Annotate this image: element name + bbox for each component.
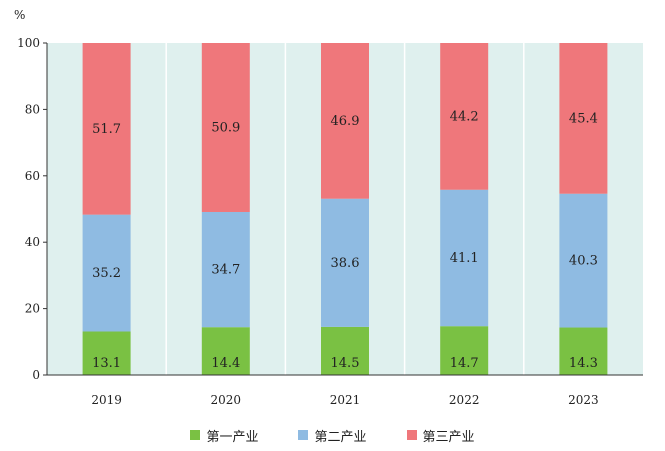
legend-label: 第三产业: [422, 429, 475, 445]
data-label: 34.7: [211, 263, 240, 278]
x-tick-label: 2020: [211, 393, 242, 407]
bar-segment-2020-series-1: [201, 211, 250, 328]
bar-segment-2022-series-2: [440, 43, 489, 190]
legend-swatch: [406, 430, 417, 440]
legend-label: 第二产业: [314, 429, 367, 445]
y-tick-label: 60: [25, 169, 40, 183]
legend-item-tertiary-industry: 第三产业: [406, 425, 475, 445]
bar-segment-2022-series-0: [440, 326, 489, 375]
data-label: 45.4: [569, 111, 598, 126]
data-label: 35.2: [92, 266, 121, 281]
bar-segment-2019-series-1: [82, 214, 131, 332]
data-label: 38.6: [331, 256, 360, 271]
y-tick-label: 40: [25, 235, 40, 249]
legend-item-secondary-industry: 第二产业: [298, 425, 367, 445]
data-label: 13.1: [92, 356, 121, 371]
bar-segment-2021-series-2: [321, 43, 369, 199]
bar-segment-2023-series-2: [559, 43, 608, 194]
x-tick-label: 2019: [91, 393, 122, 407]
data-label: 51.7: [92, 122, 121, 137]
data-label: 14.4: [211, 356, 240, 371]
data-label: 40.3: [569, 254, 598, 269]
bar-segment-2019-series-0: [82, 331, 131, 375]
y-tick-label: 80: [25, 102, 40, 116]
legend-swatch: [298, 430, 309, 440]
x-tick-label: 2022: [449, 393, 480, 407]
legend-swatch: [190, 430, 201, 440]
bar-segment-2023-series-0: [559, 327, 608, 375]
y-tick-label: 0: [32, 368, 40, 382]
data-label: 44.2: [450, 109, 479, 124]
bar-segment-2021-series-0: [321, 326, 369, 375]
x-tick-label: 2021: [330, 393, 361, 407]
bar-segment-2020-series-0: [201, 327, 250, 375]
data-label: 14.5: [331, 356, 360, 371]
legend: 第一产业 第二产业 第三产业: [0, 425, 665, 445]
bar-segment-2020-series-2: [201, 43, 250, 212]
bar-segment-2022-series-1: [440, 189, 489, 327]
y-tick-label: 20: [25, 302, 40, 316]
data-label: 46.9: [331, 114, 360, 129]
x-tick-label: 2023: [568, 393, 599, 407]
data-label: 41.1: [450, 251, 479, 266]
data-label: 14.3: [569, 356, 598, 371]
bar-segment-2019-series-2: [82, 43, 131, 215]
y-axis-unit-label: %: [14, 8, 25, 22]
bar-segment-2023-series-1: [559, 193, 608, 328]
data-label: 14.7: [450, 356, 479, 371]
y-tick-label: 100: [17, 36, 40, 50]
data-label: 50.9: [211, 120, 240, 135]
legend-item-primary-industry: 第一产业: [190, 425, 258, 445]
legend-label: 第一产业: [206, 429, 259, 445]
bar-segment-2021-series-1: [321, 198, 369, 327]
